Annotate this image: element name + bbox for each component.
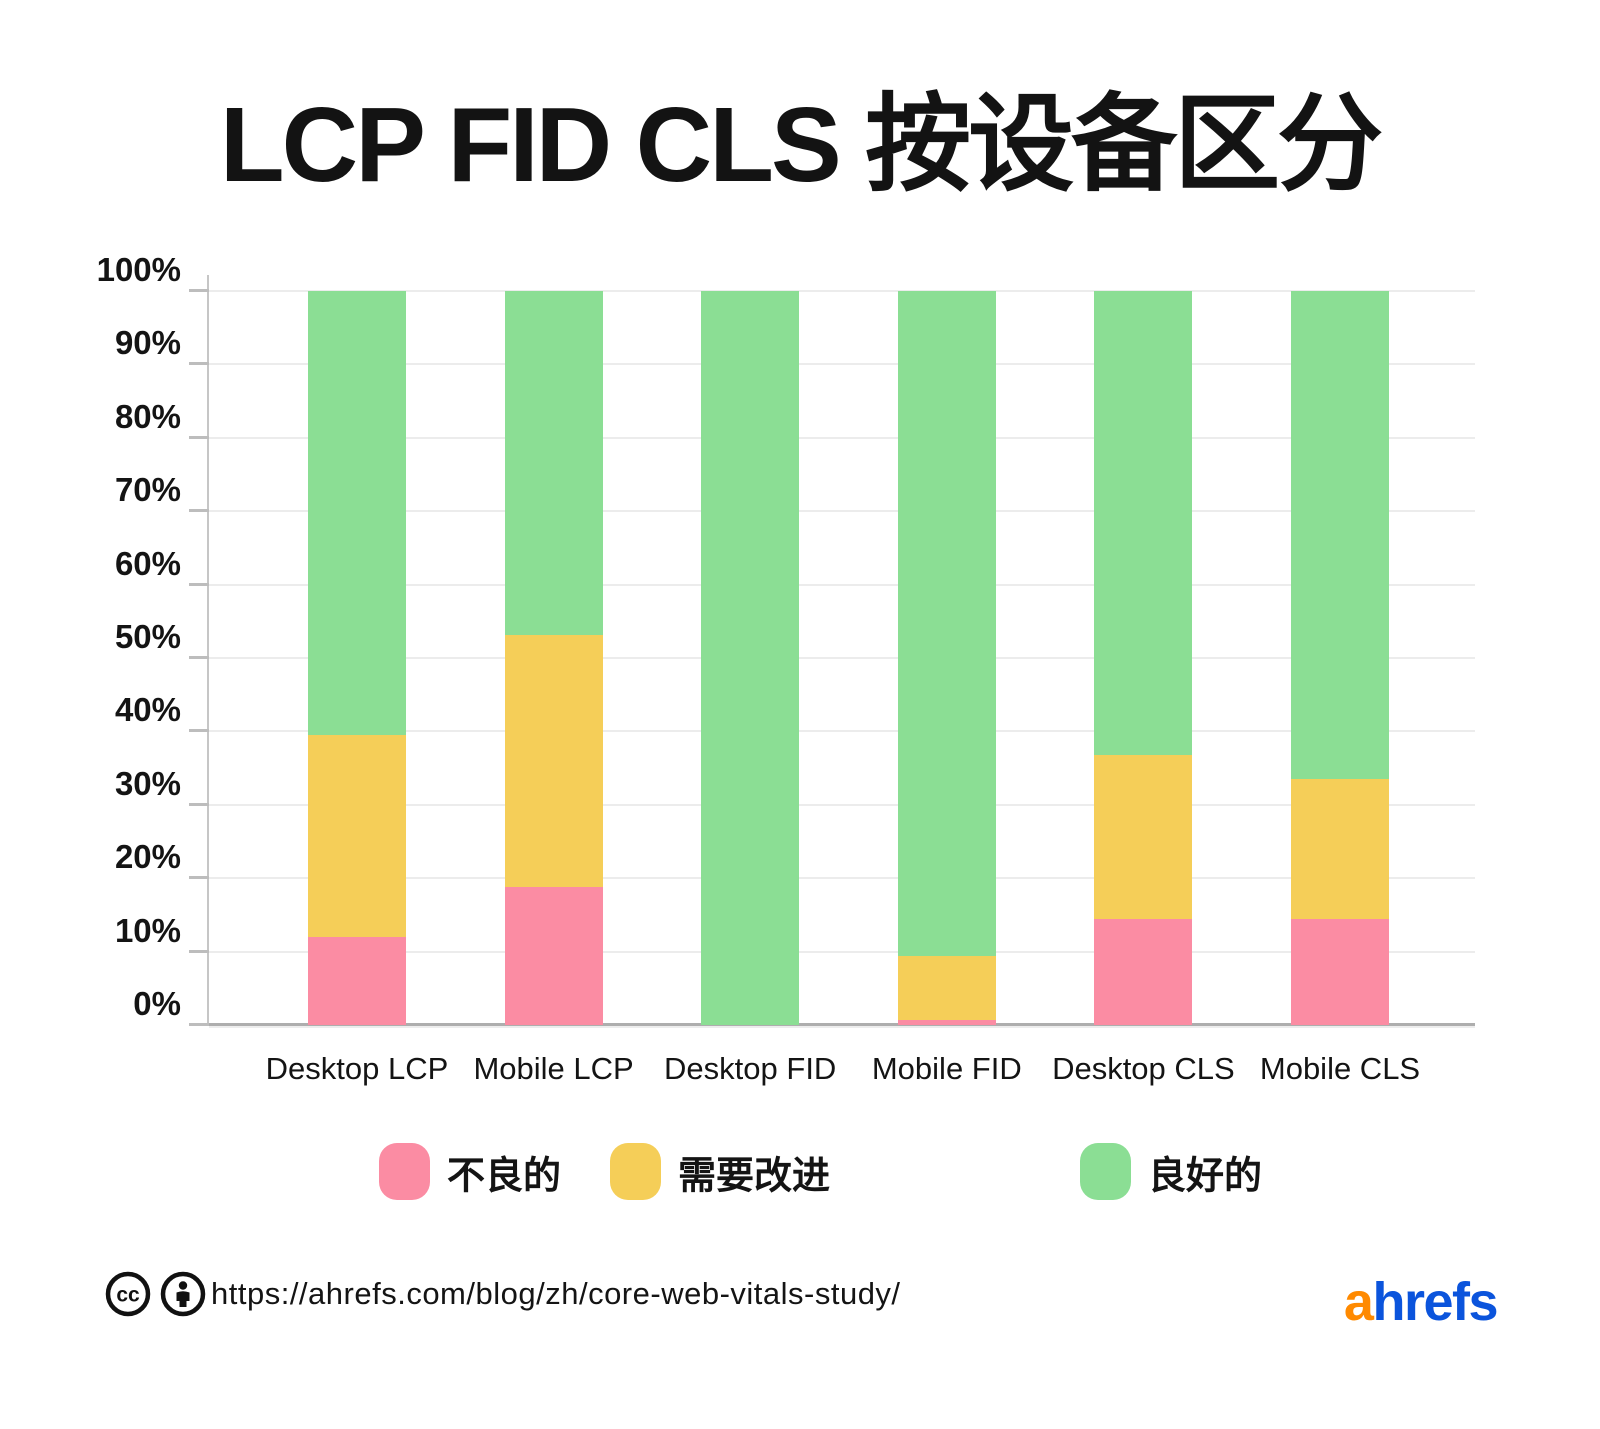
bar-segment — [897, 956, 996, 1020]
y-axis-label: 60% — [114, 544, 181, 582]
y-axis-label: 90% — [114, 324, 181, 362]
stacked-bar-desktop-lcp — [308, 291, 406, 1025]
y-axis-label: 100% — [96, 251, 181, 288]
bar-segment — [1094, 291, 1193, 755]
y-axis-line — [207, 275, 209, 1025]
x-axis-label: Desktop CLS — [1052, 1051, 1235, 1086]
y-axis-label: 50% — [114, 618, 181, 655]
y-axis-tick — [189, 876, 209, 880]
y-axis-tick — [189, 362, 209, 366]
gridline — [209, 730, 1475, 733]
y-axis-tick — [189, 949, 209, 953]
legend-swatch — [1080, 1143, 1131, 1200]
y-axis-label: 20% — [114, 838, 181, 876]
gridline — [209, 363, 1475, 366]
y-axis-tick — [189, 656, 209, 659]
ahrefs-logo: ahrefs — [1343, 1271, 1499, 1333]
attribution-icon — [160, 1271, 206, 1322]
footer-license-icons: cc — [105, 1271, 206, 1322]
bar-segment — [504, 887, 603, 1025]
y-axis-label: 40% — [114, 691, 181, 729]
bar-segment — [308, 936, 406, 1025]
stacked-bar-mobile-fid — [897, 291, 996, 1025]
legend-label: 良好的 — [1148, 1155, 1263, 1198]
y-axis-tick — [189, 729, 209, 733]
y-axis-tick — [189, 1023, 209, 1026]
bar-segment — [1094, 754, 1193, 919]
bar-segment — [1094, 918, 1193, 1025]
bar-segment — [1291, 291, 1389, 780]
stacked-bar-mobile-lcp — [504, 291, 603, 1025]
stacked-bar-desktop-cls — [1094, 291, 1193, 1025]
bar-segment — [1291, 918, 1389, 1025]
bar-segment — [897, 1019, 996, 1025]
bar-segment — [504, 635, 603, 888]
y-axis-label: 80% — [114, 397, 181, 435]
x-axis-label: Mobile LCP — [473, 1051, 634, 1086]
y-axis-tick — [189, 582, 209, 586]
legend-swatch — [379, 1143, 430, 1200]
x-axis-label: Desktop LCP — [265, 1051, 449, 1086]
gridline — [209, 657, 1475, 659]
y-axis-label: 10% — [114, 911, 181, 949]
ahrefs-logo-hrefs: hrefs — [1372, 1272, 1498, 1332]
x-axis-label: Desktop FID — [664, 1051, 837, 1086]
gridline — [209, 803, 1475, 806]
y-axis-tick — [189, 802, 209, 806]
source-url: https://ahrefs.com/blog/zh/core-web-vita… — [211, 1276, 901, 1311]
ahrefs-logo-a: a — [1343, 1272, 1374, 1332]
y-axis-tick — [189, 435, 209, 439]
gridline — [209, 510, 1475, 513]
y-axis-tick — [189, 289, 209, 292]
cc-icon: cc — [105, 1271, 151, 1322]
legend-label: 不良的 — [447, 1155, 562, 1198]
legend-swatch — [610, 1143, 661, 1200]
gridline — [209, 290, 1475, 292]
y-axis-label: 0% — [133, 985, 181, 1022]
bar-segment — [308, 735, 406, 937]
x-axis-label: Mobile FID — [871, 1051, 1022, 1086]
y-axis-tick — [189, 509, 209, 513]
x-axis-baseline — [209, 1023, 1475, 1026]
plot-area: 0% 10% 20% 30% 40% 50% 60% 70% 80% 90% 100% Desktop… — [97, 251, 1475, 1086]
gridline — [209, 583, 1475, 586]
svg-text:cc: cc — [116, 1284, 140, 1307]
y-axis-label: 70% — [114, 471, 181, 509]
gridline — [209, 950, 1475, 953]
y-axis-label: 30% — [114, 764, 181, 802]
gridline — [209, 877, 1475, 880]
bar-segment — [1291, 779, 1389, 919]
bar-segment — [504, 291, 603, 636]
x-axis-label: Mobile CLS — [1259, 1051, 1421, 1086]
chart-title: LCP FID CLS 按设备区分 — [219, 86, 1383, 204]
bar-segment — [308, 291, 406, 736]
stacked-bar-desktop-fid — [701, 291, 800, 1025]
stacked-bar-mobile-cls — [1291, 291, 1389, 1025]
gridline — [209, 436, 1475, 439]
legend-label: 需要改进 — [678, 1155, 831, 1198]
bar-segment — [701, 291, 800, 1025]
bar-segment — [897, 291, 996, 957]
